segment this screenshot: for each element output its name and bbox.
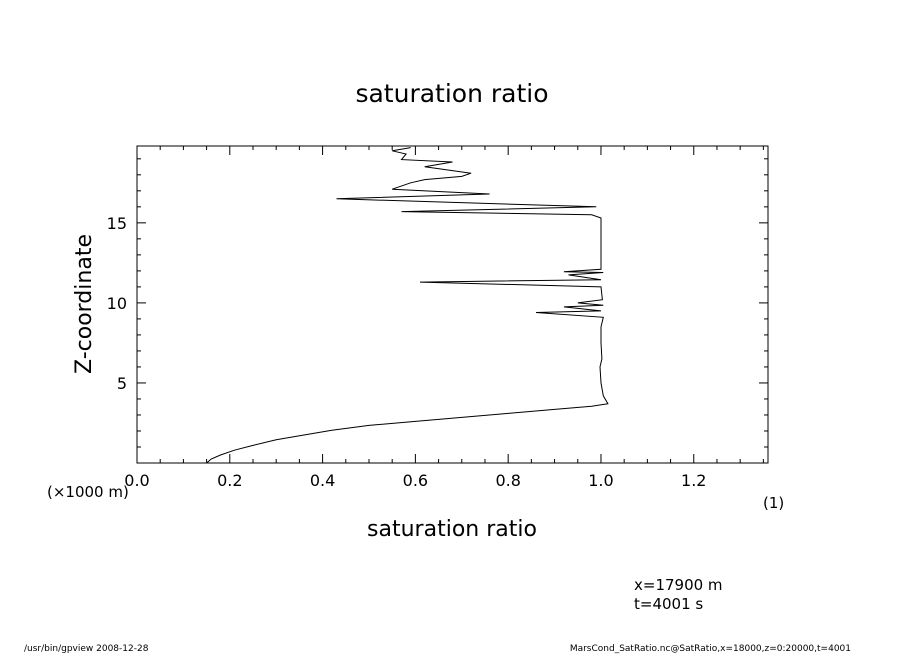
x-tick-label: 0.8 [495, 471, 520, 490]
y-unit-label: (×1000 m) [47, 483, 129, 501]
y-axis-label: Z-coordinate [72, 234, 97, 374]
plot-frame [136, 145, 769, 464]
x-tick-label: 0.0 [124, 471, 149, 490]
position-annotation: x=17900 m [634, 576, 723, 594]
chart-title: saturation ratio [355, 79, 548, 108]
y-tick-label: 5 [117, 374, 127, 393]
x-tick-label: 0.6 [403, 471, 428, 490]
x-unit-label: (1) [763, 494, 784, 512]
footer-left: /usr/bin/gpview 2008-12-28 [24, 644, 149, 654]
footer-right: MarsCond_SatRatio.nc@SatRatio,x=18000,z=… [570, 644, 851, 654]
y-tick-label: 10 [107, 294, 127, 313]
y-tick-label: 15 [107, 214, 127, 233]
y-tick-labels: 5 10 15 [107, 214, 127, 393]
series-line [206, 147, 609, 464]
x-tick-label: 1.2 [681, 471, 706, 490]
x-tick-label: 1.0 [588, 471, 613, 490]
axis-ticks [136, 146, 768, 464]
x-axis-label: saturation ratio [367, 517, 537, 542]
time-annotation: t=4001 s [634, 595, 703, 613]
x-tick-label: 0.4 [310, 471, 335, 490]
x-tick-labels: 0.0 0.2 0.4 0.6 0.8 1.0 1.2 [124, 471, 706, 490]
x-tick-label: 0.2 [217, 471, 242, 490]
